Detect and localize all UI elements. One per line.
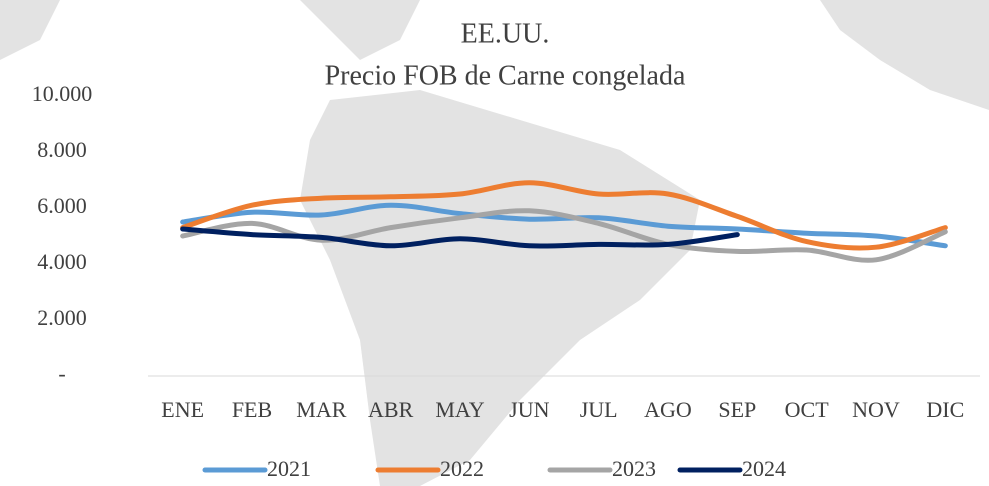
x-tick-label: NOV [852, 397, 900, 422]
legend-label: 2023 [612, 456, 656, 481]
x-tick-label: SEP [718, 397, 756, 422]
x-tick-label: ABR [368, 397, 414, 422]
y-tick-label: 4.000 [37, 249, 87, 274]
y-tick-label: 2.000 [37, 305, 87, 330]
x-tick-label: MAY [435, 397, 484, 422]
x-tick-label: MAR [296, 397, 346, 422]
x-tick-label: JUN [509, 397, 549, 422]
x-tick-label: ENE [161, 397, 204, 422]
y-tick-label: 6.000 [37, 193, 87, 218]
series-line [180, 180, 948, 251]
series-line [180, 202, 948, 249]
x-tick-label: AGO [644, 397, 692, 422]
x-tick-label: DIC [926, 397, 964, 422]
legend-label: 2022 [440, 456, 484, 481]
legend-label: 2024 [742, 456, 786, 481]
x-tick-label: JUL [580, 397, 618, 422]
y-tick-label: 8.000 [37, 137, 87, 162]
series-line [180, 208, 948, 263]
series-line [180, 226, 740, 249]
y-tick-label: 10.000 [32, 81, 93, 106]
legend-label: 2021 [267, 456, 311, 481]
chart-subtitle: Precio FOB de Carne congelada [325, 60, 686, 91]
y-tick-label: - [58, 361, 65, 386]
chart-title: EE.UU. [461, 18, 550, 49]
x-tick-label: FEB [232, 397, 272, 422]
x-tick-label: OCT [785, 397, 830, 422]
